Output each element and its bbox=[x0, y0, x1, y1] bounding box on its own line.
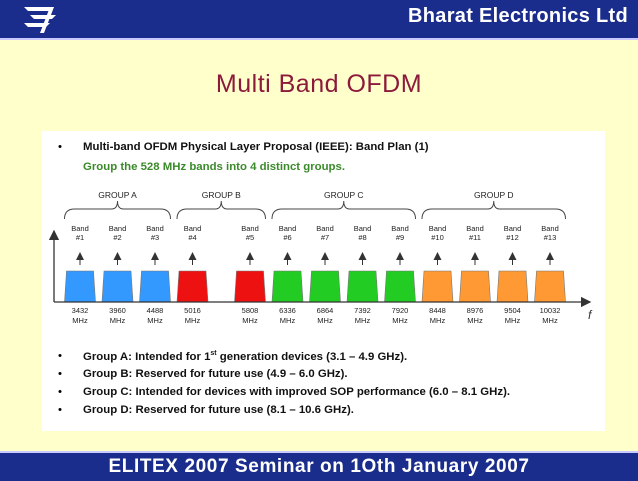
band-block-13 bbox=[534, 270, 566, 303]
band-block-5 bbox=[234, 270, 266, 303]
band-unit: MHz bbox=[355, 316, 371, 325]
band-label: Band bbox=[316, 224, 334, 233]
band-frequency: 6336 bbox=[279, 306, 296, 315]
band-frequency: 7920 bbox=[392, 306, 409, 315]
group-brace-1 bbox=[64, 200, 171, 220]
bullet-icon: • bbox=[58, 404, 62, 416]
band-unit: MHz bbox=[467, 316, 483, 325]
subheading: Group the 528 MHz bands into 4 distinct … bbox=[83, 161, 346, 173]
slide-title: Multi Band OFDM bbox=[215, 70, 423, 98]
band-unit: MHz bbox=[185, 316, 201, 325]
band-unit: MHz bbox=[72, 316, 88, 325]
band-number: #8 bbox=[358, 233, 366, 242]
band-block-11 bbox=[459, 270, 491, 303]
band-frequency: 3960 bbox=[109, 306, 126, 315]
bullet-icon: • bbox=[58, 386, 62, 398]
band-block-6 bbox=[271, 270, 304, 303]
band-number: #7 bbox=[321, 233, 329, 242]
group-label: GROUP B bbox=[202, 190, 241, 200]
band-unit: MHz bbox=[505, 316, 521, 325]
band-block-2 bbox=[101, 270, 134, 303]
band-block-9 bbox=[384, 270, 416, 303]
bullet-icon: • bbox=[58, 141, 62, 153]
band-label: Band bbox=[354, 224, 372, 233]
band-frequency: 10032 bbox=[540, 306, 561, 315]
band-plan-panel: • Multi-band OFDM Physical Layer Proposa… bbox=[42, 131, 605, 431]
band-unit: MHz bbox=[147, 316, 163, 325]
band-label: Band bbox=[109, 224, 127, 233]
group-brace-2 bbox=[176, 200, 266, 220]
group-note: Group B: Reserved for future use (4.9 – … bbox=[83, 368, 348, 380]
bel-logo-icon bbox=[24, 7, 56, 33]
band-number: #4 bbox=[188, 233, 196, 242]
band-label: Band bbox=[429, 224, 447, 233]
band-label: Band bbox=[504, 224, 522, 233]
band-label: Band bbox=[184, 224, 202, 233]
band-unit: MHz bbox=[317, 316, 333, 325]
band-label: Band bbox=[146, 224, 164, 233]
band-unit: MHz bbox=[110, 316, 126, 325]
header-bar: Bharat Electronics Ltd bbox=[0, 0, 638, 40]
band-block-3 bbox=[139, 270, 171, 303]
axis-label-f: f bbox=[588, 308, 593, 322]
band-unit: MHz bbox=[542, 316, 558, 325]
band-label: Band bbox=[541, 224, 559, 233]
band-number: #11 bbox=[469, 233, 481, 242]
band-unit: MHz bbox=[280, 316, 296, 325]
band-plan-diagram: GROUP A GROUP B GROUP C GROUP D Band#13432M… bbox=[48, 190, 593, 325]
band-frequency: 7392 bbox=[354, 306, 371, 315]
company-name: Bharat Electronics Ltd bbox=[408, 5, 628, 27]
band-label: Band bbox=[241, 224, 259, 233]
band-number: #5 bbox=[246, 233, 254, 242]
band-number: #12 bbox=[506, 233, 519, 242]
group-label: GROUP A bbox=[98, 190, 137, 200]
group-brace-4 bbox=[421, 200, 566, 220]
band-block-1 bbox=[64, 270, 96, 303]
group-note: Group A: Intended for 1st generation dev… bbox=[83, 350, 408, 363]
group-label: GROUP C bbox=[324, 190, 364, 200]
footer-text: ELITEX 2007 Seminar on 1Oth January 2007 bbox=[108, 456, 530, 477]
band-frequency: 5016 bbox=[184, 306, 201, 315]
bullet-icon: • bbox=[58, 350, 62, 362]
group-note: Group D: Reserved for future use (8.1 – … bbox=[83, 404, 354, 416]
bullet-icon: • bbox=[58, 368, 62, 380]
band-frequency: 3432 bbox=[72, 306, 89, 315]
group-label: GROUP D bbox=[474, 190, 514, 200]
band-frequency: 9504 bbox=[504, 306, 521, 315]
band-number: #9 bbox=[396, 233, 404, 242]
band-block-10 bbox=[421, 270, 454, 303]
band-frequency: 6864 bbox=[317, 306, 334, 315]
footer-bar: ELITEX 2007 Seminar on 1Oth January 2007 bbox=[0, 451, 638, 481]
band-block-8 bbox=[346, 270, 379, 303]
band-label: Band bbox=[71, 224, 89, 233]
band-unit: MHz bbox=[242, 316, 258, 325]
band-number: #1 bbox=[76, 233, 84, 242]
band-label: Band bbox=[466, 224, 484, 233]
band-frequency: 8448 bbox=[429, 306, 446, 315]
band-number: #10 bbox=[431, 233, 444, 242]
band-label: Band bbox=[391, 224, 409, 233]
group-note: Group C: Intended for devices with impro… bbox=[83, 386, 511, 398]
band-unit: MHz bbox=[392, 316, 408, 325]
group-brace-3 bbox=[271, 200, 416, 220]
band-number: #13 bbox=[544, 233, 557, 242]
band-number: #2 bbox=[113, 233, 121, 242]
band-frequency: 5808 bbox=[242, 306, 259, 315]
band-frequency: 8976 bbox=[467, 306, 484, 315]
band-block-7 bbox=[309, 270, 341, 303]
band-label: Band bbox=[279, 224, 297, 233]
band-block-12 bbox=[496, 270, 529, 303]
band-number: #3 bbox=[151, 233, 159, 242]
band-block-4 bbox=[176, 270, 209, 303]
proposal-heading: Multi-band OFDM Physical Layer Proposal … bbox=[83, 141, 429, 153]
band-unit: MHz bbox=[430, 316, 446, 325]
band-number: #6 bbox=[283, 233, 291, 242]
band-frequency: 4488 bbox=[147, 306, 164, 315]
